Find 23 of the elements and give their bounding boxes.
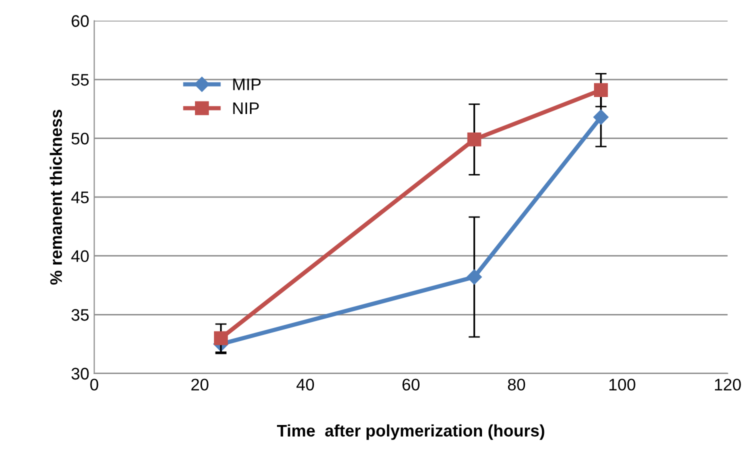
y-tick-label: 55 — [72, 74, 89, 86]
legend-label: NIP — [233, 102, 259, 114]
point — [466, 269, 482, 285]
y-tick-label: 45 — [71, 192, 89, 204]
point — [214, 331, 228, 346]
x-tick-label: 20 — [191, 378, 208, 391]
x-tick-label: 120 — [714, 378, 741, 391]
x-tick-label: 40 — [296, 378, 314, 391]
y-tick-label: 35 — [71, 309, 89, 321]
point — [467, 132, 482, 146]
x-tick-label: 80 — [508, 378, 526, 391]
x-axis-title: Time after polymerization (hours) — [276, 424, 544, 440]
y-axis-title: % remanent thickness — [50, 110, 62, 285]
x-tick-label: 100 — [609, 378, 636, 391]
point — [594, 83, 608, 98]
y-tick-label: 30 — [71, 368, 89, 380]
y-tick-label: 40 — [71, 250, 89, 262]
y-tick-label: 60 — [72, 15, 89, 27]
point — [593, 110, 609, 125]
x-tick-label: 0 — [90, 378, 98, 391]
legend-label: MIP — [233, 78, 261, 90]
x-tick-label: 60 — [402, 378, 420, 391]
y-tick-label: 50 — [72, 132, 89, 145]
